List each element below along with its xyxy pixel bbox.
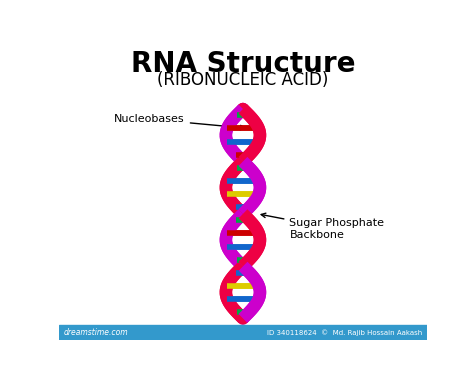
Text: (RIBONUCLEIC ACID): (RIBONUCLEIC ACID) [157,71,328,89]
Bar [59,325,427,340]
Text: dreamstime.com: dreamstime.com [64,328,128,337]
Text: RNA Structure: RNA Structure [131,50,355,78]
Text: Sugar Phosphate
Backbone: Sugar Phosphate Backbone [261,213,384,240]
Text: Nucleobases: Nucleobases [114,114,245,130]
Text: ID 340118624  ©  Md. Rajib Hossain Aakash: ID 340118624 © Md. Rajib Hossain Aakash [267,329,422,336]
